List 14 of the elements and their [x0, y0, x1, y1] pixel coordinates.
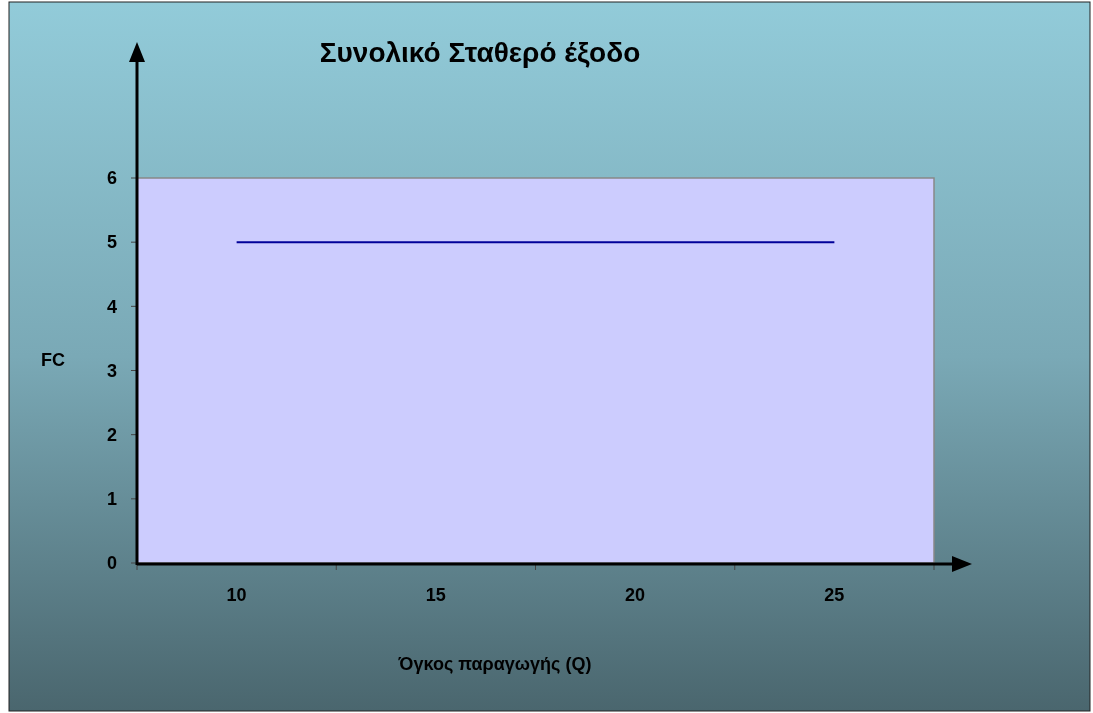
x-tick-label: 25	[824, 585, 845, 605]
x-axis-title: Όγκος παραγωγής (Q)	[397, 654, 592, 674]
y-tick-label: 3	[106, 360, 117, 381]
y-tick-label: 6	[106, 168, 117, 189]
x-tick-label: 20	[625, 585, 646, 605]
y-tick-label: 4	[106, 296, 117, 317]
x-tick-label: 10	[226, 585, 247, 605]
y-tick-label: 0	[106, 553, 117, 574]
y-tick-label: 5	[106, 232, 117, 253]
y-tick-label: 2	[106, 424, 117, 445]
y-tick-label: 1	[106, 489, 117, 510]
y-axis-title: FC	[41, 350, 65, 370]
chart-title: Συνολικό Σταθερό έξοδο	[319, 37, 641, 68]
x-tick-label: 15	[425, 585, 446, 605]
